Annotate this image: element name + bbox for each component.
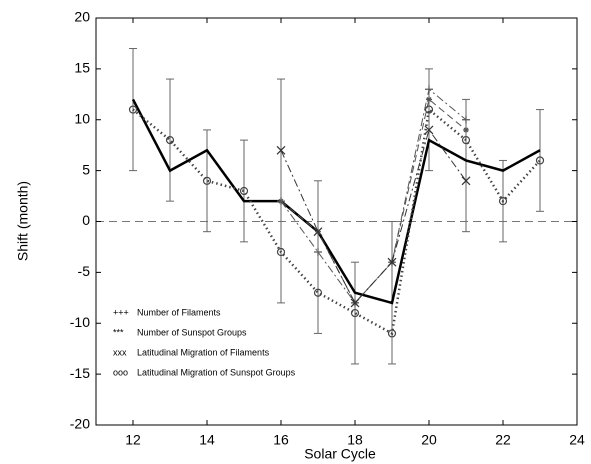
y-tick-label: 20 bbox=[74, 9, 90, 25]
x-tick-label: 24 bbox=[569, 432, 585, 448]
marker bbox=[350, 298, 360, 308]
marker bbox=[426, 96, 432, 103]
legend-label: Number of Sunspot Groups bbox=[137, 327, 247, 337]
marker bbox=[424, 105, 434, 114]
y-tick-label: 15 bbox=[74, 60, 90, 76]
legend-marker: xxx bbox=[113, 347, 127, 357]
marker bbox=[498, 197, 508, 206]
legend-label: Latitudinal Migration of Filaments bbox=[137, 347, 270, 357]
marker bbox=[425, 85, 433, 94]
plot-frame bbox=[95, 17, 578, 426]
marker bbox=[350, 308, 360, 318]
marker bbox=[276, 145, 286, 155]
marker bbox=[535, 156, 545, 165]
x-tick-label: 22 bbox=[495, 432, 511, 448]
legend-marker: *** bbox=[113, 327, 124, 337]
marker bbox=[314, 248, 322, 257]
marker bbox=[128, 105, 138, 114]
marker bbox=[278, 198, 284, 205]
marker bbox=[165, 136, 175, 145]
y-axis-label: Shift (month) bbox=[15, 181, 31, 261]
series-line bbox=[280, 88, 467, 304]
marker bbox=[462, 115, 470, 124]
marker bbox=[461, 136, 471, 145]
marker bbox=[313, 288, 323, 297]
marker bbox=[463, 126, 469, 133]
y-tick-label: -10 bbox=[70, 314, 90, 330]
x-tick-label: 18 bbox=[347, 432, 363, 448]
x-tick-label: 14 bbox=[199, 432, 215, 448]
x-tick-label: 20 bbox=[421, 432, 437, 448]
series-line bbox=[132, 107, 541, 336]
x-tick-label: 16 bbox=[273, 432, 289, 448]
legend-marker: +++ bbox=[113, 307, 129, 317]
y-tick-label: -5 bbox=[78, 263, 91, 279]
marker bbox=[202, 176, 212, 185]
series-line bbox=[131, 98, 541, 305]
y-tick-label: 10 bbox=[74, 110, 90, 126]
marker bbox=[387, 329, 397, 338]
series-line bbox=[280, 128, 467, 304]
x-tick-label: 12 bbox=[125, 432, 141, 448]
marker bbox=[313, 227, 323, 237]
y-tick-label: -20 bbox=[70, 416, 90, 432]
marker bbox=[424, 125, 434, 135]
y-tick-label: 0 bbox=[82, 212, 90, 228]
legend-label: Number of Filaments bbox=[137, 307, 221, 317]
marker bbox=[461, 176, 471, 186]
y-tick-label: -15 bbox=[70, 365, 90, 381]
marker bbox=[239, 186, 249, 196]
x-axis-label: Solar Cycle bbox=[304, 446, 376, 462]
legend-label: Latitudinal Migration of Sunspot Groups bbox=[137, 367, 296, 377]
marker bbox=[276, 247, 286, 257]
legend-marker: ooo bbox=[113, 367, 128, 377]
y-tick-label: 5 bbox=[82, 161, 90, 177]
marker bbox=[387, 257, 397, 267]
